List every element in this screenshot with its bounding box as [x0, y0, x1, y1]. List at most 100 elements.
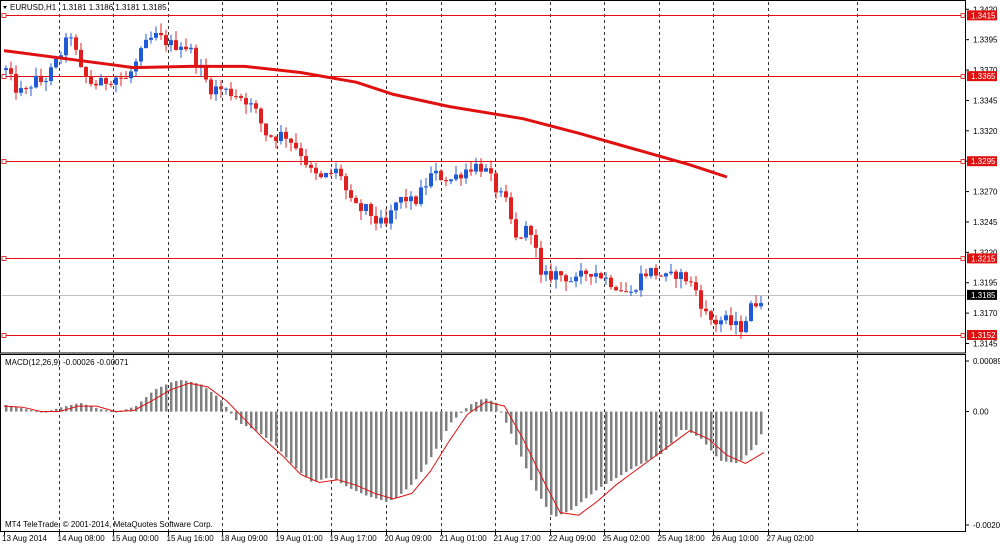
moving-average-line: [3, 49, 728, 179]
macd-bar: [485, 398, 488, 412]
level-handle[interactable]: [1, 333, 7, 338]
macd-bar: [95, 407, 98, 412]
time-tick-label: 22 Aug 09:00: [549, 534, 597, 543]
level-handle[interactable]: [1, 256, 7, 261]
candle: [684, 272, 688, 282]
macd-bar: [260, 411, 263, 435]
level-handle[interactable]: [1, 159, 7, 164]
candle: [389, 210, 393, 224]
macd-bar: [640, 411, 643, 464]
macd-bar: [750, 411, 753, 451]
candle: [499, 191, 503, 193]
candle: [594, 273, 598, 277]
time-tick-label: 25 Aug 18:00: [658, 534, 706, 543]
macd-bar: [125, 409, 128, 412]
level-handle[interactable]: [960, 159, 966, 164]
macd-bar: [410, 411, 413, 485]
price-tick-label: 1.3195: [973, 279, 998, 288]
candle: [699, 290, 703, 309]
candle: [454, 174, 458, 180]
candle: [744, 321, 748, 333]
macd-bar: [670, 411, 673, 444]
macd-bar: [540, 411, 543, 499]
level-handle[interactable]: [1, 13, 7, 18]
candle: [544, 271, 548, 275]
macd-bar: [685, 411, 688, 430]
candle: [739, 321, 743, 333]
macd-bar: [400, 411, 403, 494]
candle: [724, 315, 728, 321]
macd-bar: [605, 411, 608, 484]
macd-bar: [535, 411, 538, 491]
price-tick-label: 1.3320: [973, 127, 998, 136]
macd-bar: [390, 411, 393, 501]
macd-bar: [465, 408, 468, 412]
candle: [554, 271, 558, 280]
macd-bar: [755, 411, 758, 446]
candle: [439, 170, 443, 181]
price-tick-label: 1.3395: [973, 36, 998, 45]
candle: [154, 32, 158, 38]
candle: [139, 48, 143, 62]
current-price-tag: [967, 289, 997, 300]
caret-down-icon[interactable]: [3, 6, 7, 9]
candle: [29, 87, 33, 89]
candle: [204, 66, 208, 80]
candle: [149, 37, 153, 40]
candle: [359, 203, 363, 211]
macd-bar: [155, 388, 158, 412]
candle: [24, 88, 28, 90]
macd-bar: [735, 411, 738, 464]
macd-bar: [695, 411, 698, 436]
macd-bar: [210, 391, 213, 412]
candle: [709, 311, 713, 320]
level-handle[interactable]: [960, 333, 966, 338]
macd-bar: [255, 411, 258, 431]
candle: [404, 196, 408, 202]
candle: [74, 37, 78, 50]
candle: [94, 83, 98, 86]
macd-bar: [475, 401, 478, 412]
candle: [409, 196, 413, 202]
macd-bar: [385, 411, 388, 502]
candle: [219, 86, 223, 90]
macd-pane[interactable]: [3, 355, 858, 531]
price-pane[interactable]: [1, 2, 966, 352]
level-tag: [967, 253, 997, 264]
time-tick-label: 19 Aug 17:00: [330, 534, 378, 543]
candle: [119, 77, 123, 79]
candle: [324, 172, 328, 178]
candle: [584, 270, 588, 275]
macd-signal-line: [3, 382, 765, 516]
candle: [639, 273, 643, 291]
candle: [714, 319, 718, 325]
level-handle[interactable]: [1, 74, 7, 79]
candle: [754, 303, 758, 307]
macd-bar: [530, 411, 533, 481]
macd-bar: [250, 411, 253, 429]
time-tick-label: 18 Aug 09:00: [221, 534, 269, 543]
price-tick-label: 1.3170: [973, 309, 998, 318]
price-tick-label: 1.3220: [973, 248, 998, 257]
candle: [174, 40, 178, 50]
candle: [194, 47, 198, 67]
macd-bar: [35, 411, 38, 413]
candle: [239, 96, 243, 99]
macd-bar: [720, 411, 723, 461]
macd-bar: [280, 411, 283, 452]
macd-bar: [580, 411, 583, 503]
macd-bar: [165, 384, 168, 412]
time-tick-label: 27 Aug 02:00: [767, 534, 815, 543]
macd-bar: [345, 411, 348, 487]
level-handle[interactable]: [960, 13, 966, 18]
macd-bar: [105, 410, 108, 412]
macd-bar: [110, 410, 113, 412]
candle: [674, 271, 678, 279]
level-handle[interactable]: [960, 74, 966, 79]
level-handle[interactable]: [960, 256, 966, 261]
candle: [414, 196, 418, 204]
macd-bar: [315, 411, 318, 482]
candle: [394, 202, 398, 211]
macd-bar: [270, 411, 273, 442]
